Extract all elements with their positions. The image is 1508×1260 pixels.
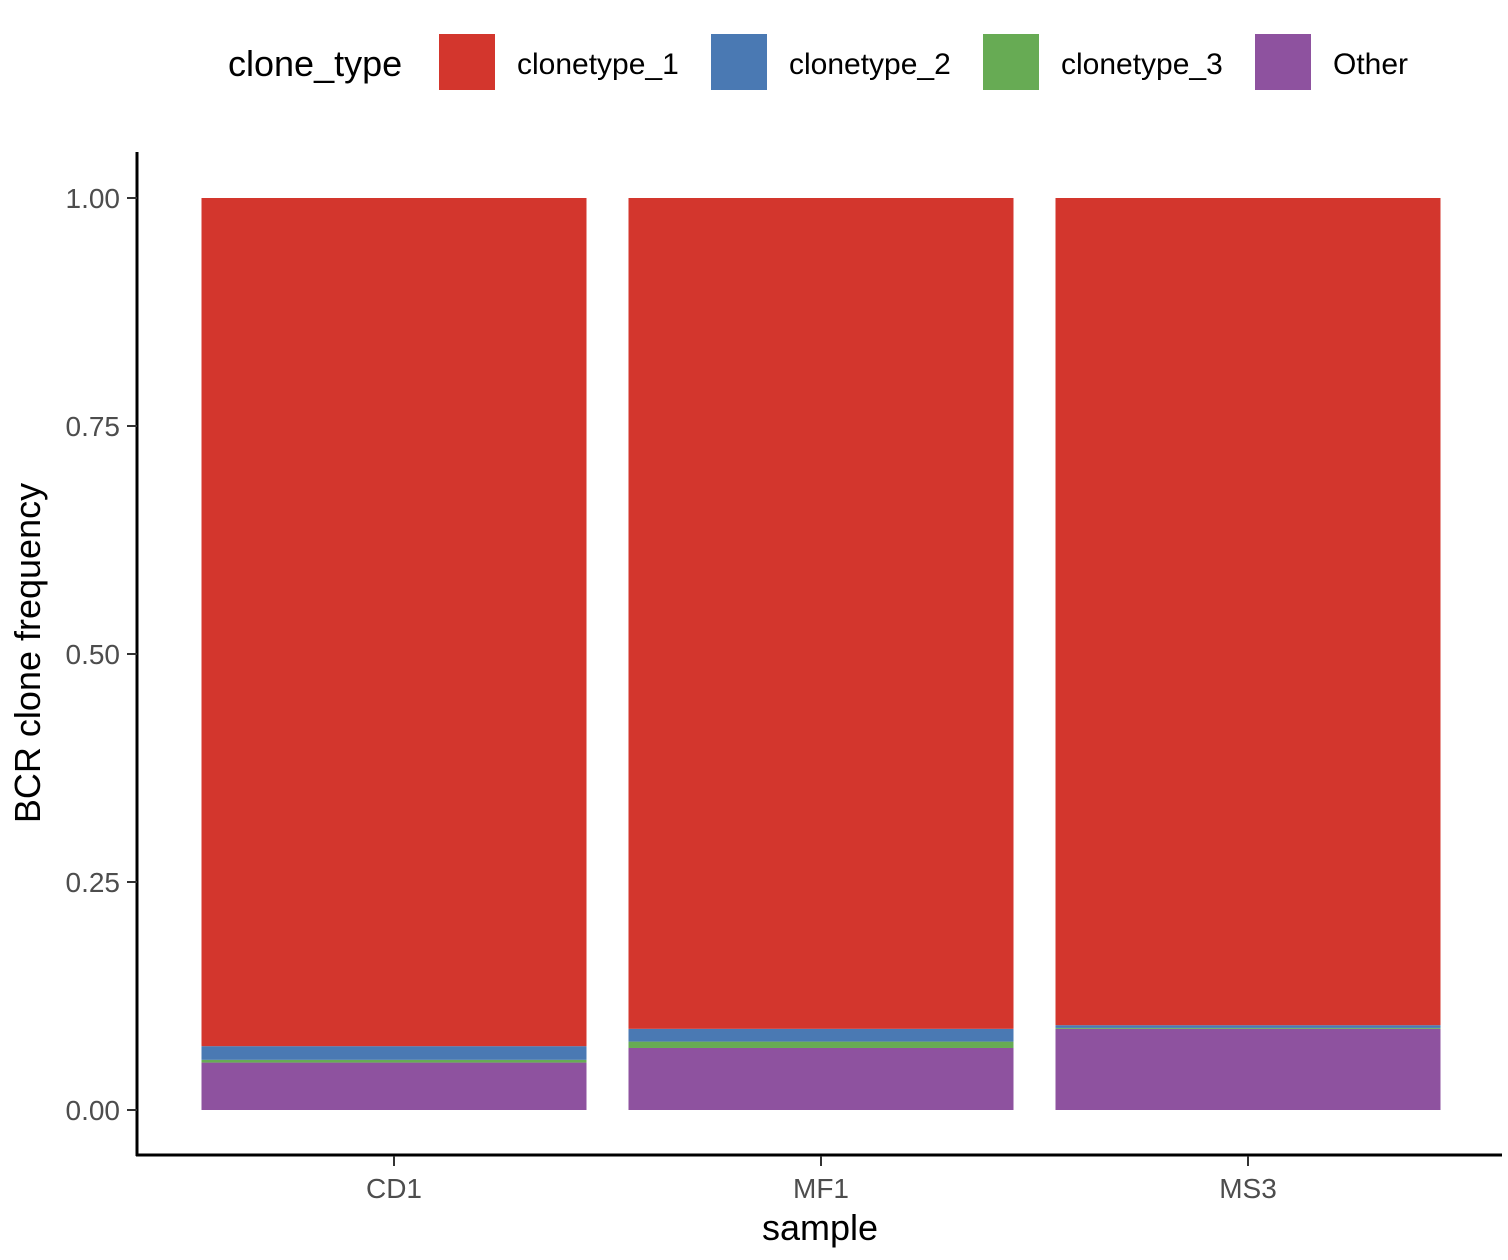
x-tick-label: CD1 — [366, 1173, 422, 1204]
bar-MF1-Other — [628, 1047, 1014, 1110]
y-ticks: 0.00 0.25 0.50 0.75 1.00 — [66, 183, 137, 1126]
x-ticks: CD1 MF1 MS3 — [366, 1156, 1277, 1204]
x-tick-label: MS3 — [1219, 1173, 1277, 1204]
bar-MS3-clonetype_3 — [1055, 1027, 1441, 1029]
bar-MF1-clonetype_3 — [628, 1041, 1014, 1048]
bars-group — [201, 198, 1441, 1110]
bar-MS3-Other — [1055, 1028, 1441, 1110]
legend-label-clonetype_3: clonetype_3 — [1061, 48, 1223, 81]
y-axis-title: BCR clone frequency — [7, 483, 48, 823]
bar-CD1-clonetype_2 — [201, 1046, 587, 1060]
legend-key-clonetype_1 — [439, 34, 495, 90]
legend-key-clonetype_3 — [983, 34, 1039, 90]
legend-key-Other — [1255, 34, 1311, 90]
bar-MS3-clonetype_1 — [1055, 198, 1441, 1026]
legend: clone_type clonetype_1 clonetype_2 clonety… — [228, 34, 1408, 90]
legend-label-clonetype_2: clonetype_2 — [789, 48, 951, 81]
y-tick-label: 1.00 — [66, 183, 121, 214]
bar-MF1-clonetype_1 — [628, 198, 1014, 1029]
y-tick-label: 0.00 — [66, 1095, 121, 1126]
x-axis-title: sample — [762, 1207, 878, 1248]
legend-title: clone_type — [228, 43, 402, 84]
y-tick-label: 0.50 — [66, 639, 121, 670]
legend-label-clonetype_1: clonetype_1 — [517, 48, 679, 81]
y-tick-label: 0.75 — [66, 411, 121, 442]
legend-label-Other: Other — [1333, 48, 1408, 81]
bar-CD1-clonetype_1 — [201, 198, 587, 1047]
bar-CD1-clonetype_3 — [201, 1059, 587, 1063]
bar-MS3-clonetype_2 — [1055, 1025, 1441, 1028]
x-tick-label: MF1 — [793, 1173, 849, 1204]
legend-key-clonetype_2 — [711, 34, 767, 90]
y-tick-label: 0.25 — [66, 867, 121, 898]
bar-MF1-clonetype_2 — [628, 1028, 1014, 1042]
bar-CD1-Other — [201, 1062, 587, 1110]
